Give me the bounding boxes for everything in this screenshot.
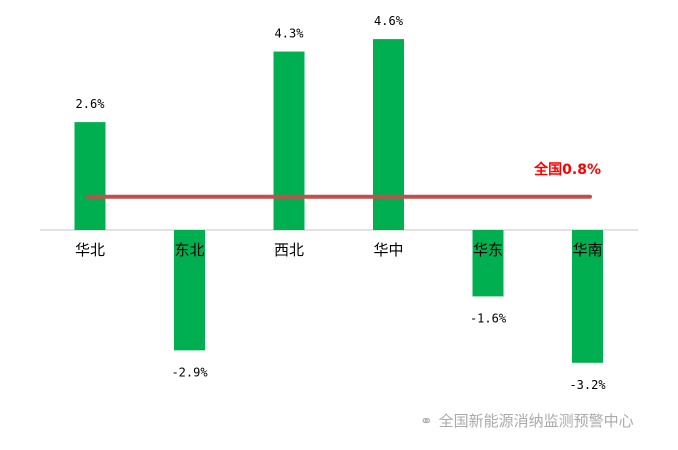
category-label: 东北 — [174, 241, 204, 259]
watermark-text: 全国新能源消纳监测预警中心 — [438, 412, 634, 430]
data-label: 4.6% — [374, 14, 404, 28]
data-label: -3.2% — [569, 378, 606, 392]
wechat-icon: ⚭ — [420, 411, 433, 430]
bar-华南 — [572, 230, 603, 363]
category-label: 华中 — [373, 241, 403, 259]
bar-华东 — [472, 230, 504, 297]
reference-label: 全国0.8% — [533, 161, 601, 178]
watermark: ⚭ 全国新能源消纳监测预警中心 — [420, 410, 634, 431]
category-label: 西北 — [274, 241, 304, 259]
data-label: 2.6% — [76, 97, 106, 111]
category-label: 华南 — [572, 241, 602, 259]
data-label: 4.3% — [275, 27, 305, 41]
data-label: -2.9% — [171, 365, 208, 379]
category-label: 华东 — [473, 241, 503, 259]
bar-东北 — [174, 230, 205, 351]
bar-华中 — [373, 39, 404, 230]
category-label: 华北 — [75, 241, 105, 259]
bar-华北 — [74, 122, 106, 230]
data-label: -1.6% — [470, 311, 507, 325]
bar-西北 — [273, 51, 305, 230]
